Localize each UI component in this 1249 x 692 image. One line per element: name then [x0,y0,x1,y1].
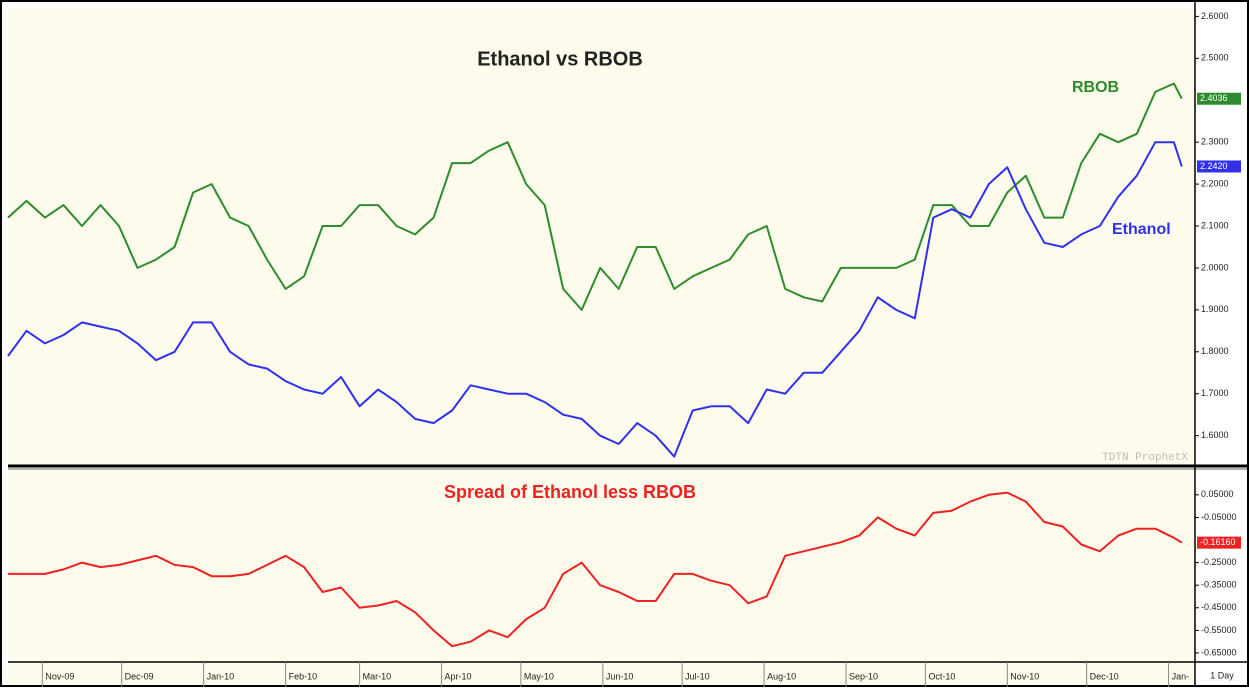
chart-title: Spread of Ethanol less RBOB [444,482,696,502]
y-tick-label: -0.55000 [1201,625,1237,635]
x-tick-label: Jun-10 [606,671,634,681]
chart-title: Ethanol vs RBOB [477,48,643,70]
x-tick-label: May-10 [524,671,554,681]
x-tick-label: Jul-10 [685,671,710,681]
y-tick-label: 0.05000 [1201,489,1234,499]
x-tick-label: Aug-10 [767,671,796,681]
watermark: TDTN ProphetX [1102,452,1188,464]
value-badge [1197,92,1241,105]
series-line [8,491,1183,648]
top-panel [8,8,1195,465]
x-tick-label: Mar-10 [363,671,392,681]
bottom-panel [8,470,1195,662]
x-tick-label: Dec-09 [125,671,154,681]
series-label: RBOB [1072,79,1119,96]
x-tick-label: Feb-10 [289,671,318,681]
value-badge [1197,536,1241,549]
x-tick-label: Sep-10 [849,671,878,681]
value-label: 2.2420 [1200,161,1228,171]
series-line [7,82,1183,311]
y-tick-label: 1.8000 [1201,346,1229,356]
y-tick-label: 1.7000 [1201,388,1229,398]
y-tick-label: -0.25000 [1201,557,1237,567]
value-label: -0.16160 [1200,537,1236,547]
x-axis-band [8,662,1195,687]
interval-label: 1 Day [1210,670,1234,680]
y-tick-label: -0.35000 [1201,580,1237,590]
y-tick-label: 2.5000 [1201,53,1229,63]
y-tick-label: 1.9000 [1201,304,1229,314]
y-tick-label: 2.1000 [1201,220,1229,230]
y-tick-label: -0.45000 [1201,602,1237,612]
x-tick-label: Jan- [1172,671,1190,681]
y-tick-label: 2.3000 [1201,137,1229,147]
y-tick-label: 2.0000 [1201,262,1229,272]
series-line [7,141,1183,458]
x-tick-label: Oct-10 [928,671,955,681]
y-tick-label: 1.6000 [1201,430,1229,440]
x-tick-label: Nov-09 [45,671,74,681]
value-badge [1197,160,1241,173]
y-tick-label: 2.2000 [1201,178,1229,188]
value-label: 2.4036 [1200,93,1228,103]
y-tick-label: -0.05000 [1201,512,1237,522]
x-tick-label: Jan-10 [207,671,235,681]
series-label: Ethanol [1112,221,1171,238]
x-tick-label: Dec-10 [1090,671,1119,681]
x-tick-label: Apr-10 [445,671,472,681]
y-tick-label: 2.6000 [1201,11,1229,21]
y-tick-label: -0.65000 [1201,647,1237,657]
x-tick-label: Nov-10 [1010,671,1039,681]
